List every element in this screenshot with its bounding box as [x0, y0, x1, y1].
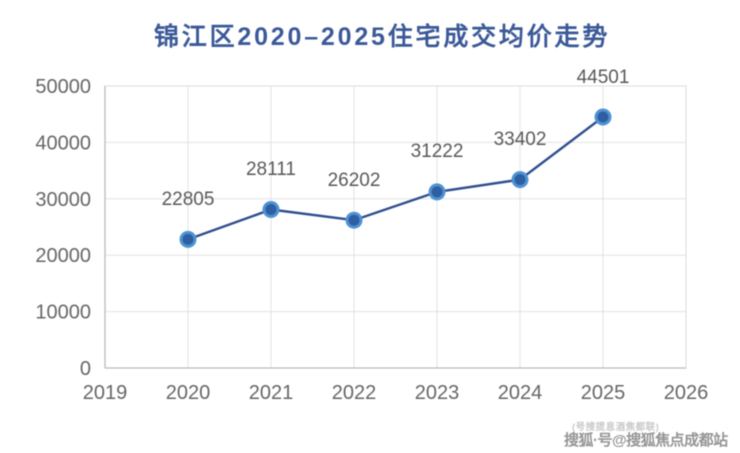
svg-text:2021: 2021 — [249, 382, 294, 404]
svg-text:20000: 20000 — [35, 245, 91, 267]
svg-text:10000: 10000 — [35, 302, 91, 324]
svg-text:31222: 31222 — [411, 141, 464, 162]
svg-text:2023: 2023 — [415, 382, 460, 404]
svg-text:40000: 40000 — [35, 132, 91, 154]
svg-text:28111: 28111 — [246, 159, 296, 180]
svg-text:30000: 30000 — [35, 189, 91, 211]
svg-text:0: 0 — [80, 358, 91, 380]
svg-text:22805: 22805 — [162, 189, 215, 210]
svg-text:2024: 2024 — [498, 382, 543, 404]
svg-text:2019: 2019 — [83, 382, 128, 404]
svg-text:2020: 2020 — [166, 382, 211, 404]
svg-text:2022: 2022 — [332, 382, 377, 404]
svg-text:44501: 44501 — [577, 67, 630, 88]
svg-text:2025: 2025 — [581, 382, 626, 404]
svg-text:2026: 2026 — [664, 382, 709, 404]
svg-text:50000: 50000 — [35, 76, 91, 98]
svg-text:33402: 33402 — [494, 129, 547, 150]
svg-text:26202: 26202 — [328, 170, 381, 191]
